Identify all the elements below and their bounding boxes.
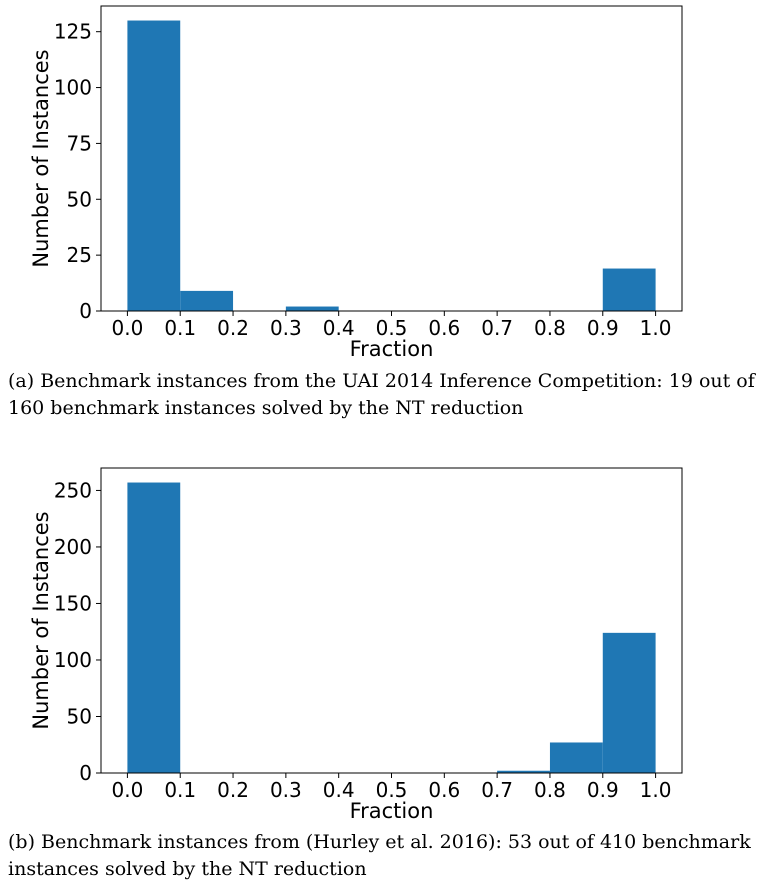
x-tick-label: 0.5 <box>376 778 408 802</box>
histogram-bar <box>602 268 656 311</box>
x-tick-label: 0.4 <box>323 778 355 802</box>
y-tick-label: 50 <box>67 187 92 211</box>
histogram-bar <box>180 290 234 311</box>
plot-frame <box>100 5 683 312</box>
histogram-bar <box>285 306 339 311</box>
figure-a: 0.0 0.1 0.2 0.3 0.4 0.5 0.6 0.7 0.8 0.9 1.0 0 25 50 75… <box>0 0 765 440</box>
figure-b: 0.0 0.1 0.2 0.3 0.4 0.5 0.6 0.7 0.8 0.9 1.0 0 50 100 1… <box>0 462 765 887</box>
y-tick-label: 25 <box>67 243 92 267</box>
x-tick-label: 0.2 <box>217 778 249 802</box>
x-tick-label: 0.8 <box>534 316 566 340</box>
y-tick-label: 100 <box>54 648 92 672</box>
x-tick-label: 0.9 <box>587 778 619 802</box>
x-tick-label: 0.5 <box>376 316 408 340</box>
y-tick-label: 100 <box>54 76 92 100</box>
y-tick-label: 75 <box>67 131 92 155</box>
y-tick-label: 200 <box>54 535 92 559</box>
histogram-bar <box>602 632 656 773</box>
x-tick-label: 0.6 <box>428 778 460 802</box>
x-tick-label: 0.1 <box>164 316 196 340</box>
histogram-bar <box>549 742 603 773</box>
x-tick-label: 0.8 <box>534 778 566 802</box>
plot-frame <box>100 467 683 774</box>
x-tick-label: 0.1 <box>164 778 196 802</box>
histogram-bar <box>127 20 181 312</box>
x-tick-label: 0.0 <box>112 316 144 340</box>
histogram-chart-b: 0.0 0.1 0.2 0.3 0.4 0.5 0.6 0.7 0.8 0.9 1.0 0 50 100 1… <box>29 467 683 823</box>
y-tick-label: 50 <box>67 704 92 728</box>
x-tick-label: 0.7 <box>481 778 513 802</box>
y-tick-label: 250 <box>54 478 92 502</box>
x-axis-label: Fraction <box>350 337 434 361</box>
x-tick-label: 0.2 <box>217 316 249 340</box>
x-tick-label: 0.0 <box>112 778 144 802</box>
x-tick-label: 1.0 <box>640 316 672 340</box>
x-tick-label: 0.7 <box>481 316 513 340</box>
y-axis-label: Number of Instances <box>29 511 53 729</box>
y-tick-label: 0 <box>79 761 92 785</box>
figure-caption-b: (b) Benchmark instances from (Hurley et … <box>8 831 751 880</box>
histogram-bar <box>497 770 550 773</box>
y-tick-label: 125 <box>54 20 92 44</box>
x-tick-label: 1.0 <box>640 778 672 802</box>
histogram-bar <box>127 482 181 773</box>
y-tick-label: 150 <box>54 591 92 615</box>
y-axis-label: Number of Instances <box>29 49 53 267</box>
x-tick-label: 0.6 <box>428 316 460 340</box>
y-tick-label: 0 <box>79 299 92 323</box>
figure-caption-a: (a) Benchmark instances from the UAI 201… <box>8 370 755 419</box>
x-tick-label: 0.3 <box>270 778 302 802</box>
x-tick-label: 0.9 <box>587 316 619 340</box>
x-tick-label: 0.3 <box>270 316 302 340</box>
x-tick-label: 0.4 <box>323 316 355 340</box>
histogram-chart-a: 0.0 0.1 0.2 0.3 0.4 0.5 0.6 0.7 0.8 0.9 1.0 0 25 50 75… <box>29 5 683 361</box>
x-axis-label: Fraction <box>350 799 434 823</box>
